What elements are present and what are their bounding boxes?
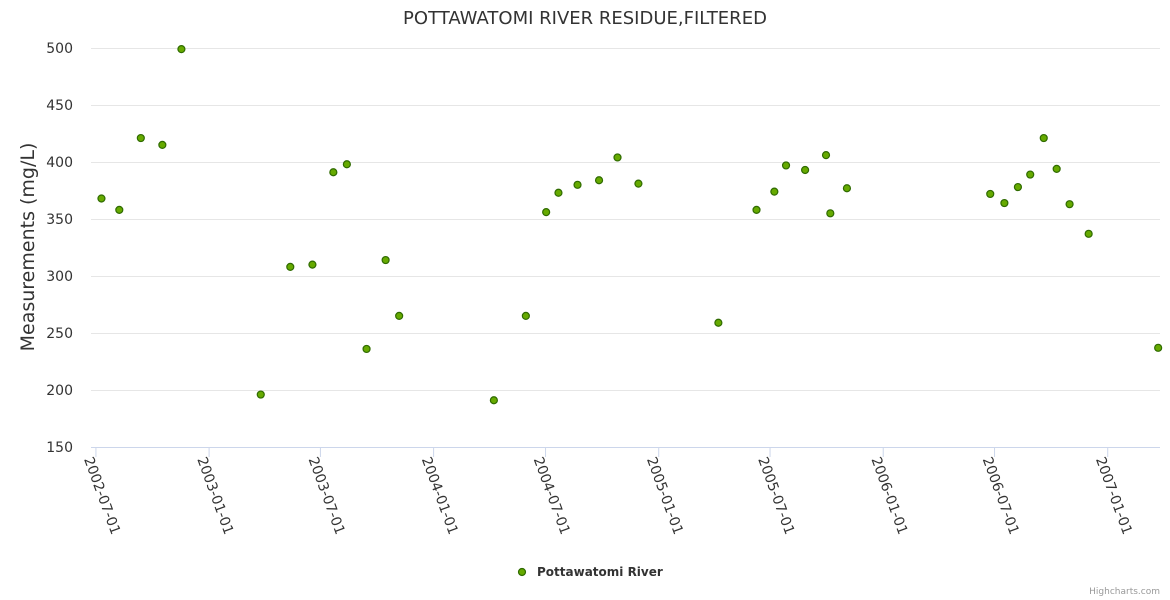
data-point[interactable] (136, 133, 145, 143)
data-point[interactable] (821, 151, 831, 160)
data-point[interactable] (542, 208, 551, 217)
data-point[interactable] (842, 184, 852, 193)
data-point[interactable] (177, 45, 186, 54)
data-point[interactable] (1065, 200, 1074, 209)
scatter-points (97, 45, 1163, 405)
data-point[interactable] (286, 262, 295, 271)
data-point[interactable] (308, 260, 317, 269)
data-point[interactable] (97, 194, 106, 203)
data-point[interactable] (256, 390, 265, 399)
data-point[interactable] (158, 140, 167, 149)
data-point[interactable] (781, 161, 791, 170)
data-point[interactable] (1039, 133, 1048, 143)
data-point[interactable] (826, 209, 835, 218)
data-point[interactable] (381, 255, 390, 265)
data-point[interactable] (986, 189, 995, 199)
data-point[interactable] (395, 311, 404, 320)
data-point[interactable] (613, 153, 622, 162)
data-point[interactable] (770, 187, 779, 196)
y-axis-ticks: 150 200 250 300 350 400 450 500 (46, 41, 73, 456)
data-point[interactable] (1154, 343, 1163, 352)
data-point[interactable] (801, 165, 810, 175)
data-point[interactable] (573, 180, 582, 189)
data-point[interactable] (1000, 198, 1009, 208)
y-tick-label: 150 (46, 440, 73, 456)
legend[interactable]: Pottawatomi River (517, 565, 663, 579)
y-tick-label: 400 (46, 155, 73, 171)
y-tick-label: 200 (46, 383, 73, 399)
data-point[interactable] (489, 396, 498, 405)
data-point[interactable] (1052, 164, 1061, 173)
data-point[interactable] (714, 318, 723, 327)
y-tick-label: 450 (46, 98, 73, 114)
data-point[interactable] (342, 160, 351, 169)
data-point[interactable] (329, 168, 338, 177)
gridlines (91, 48, 1160, 391)
data-point[interactable] (1026, 170, 1035, 179)
y-tick-label: 250 (46, 326, 73, 342)
chart-title: POTTAWATOMI RIVER RESIDUE,FILTERED (403, 8, 767, 29)
data-point[interactable] (554, 188, 563, 197)
data-point[interactable] (752, 205, 761, 214)
data-point[interactable] (634, 179, 643, 188)
data-point[interactable] (362, 344, 371, 354)
data-point[interactable] (521, 311, 530, 320)
data-point[interactable] (115, 205, 124, 214)
credits-link[interactable]: Highcharts.com (1089, 587, 1160, 597)
data-point[interactable] (1084, 229, 1093, 238)
y-tick-label: 300 (46, 269, 73, 285)
legend-marker (517, 567, 527, 577)
y-tick-label: 350 (46, 212, 73, 228)
legend-label[interactable]: Pottawatomi River (537, 565, 663, 579)
y-axis-label: Measurements (mg/L) (17, 143, 39, 352)
data-point[interactable] (1013, 182, 1023, 192)
data-point[interactable] (594, 176, 604, 185)
y-tick-label: 500 (46, 41, 73, 57)
